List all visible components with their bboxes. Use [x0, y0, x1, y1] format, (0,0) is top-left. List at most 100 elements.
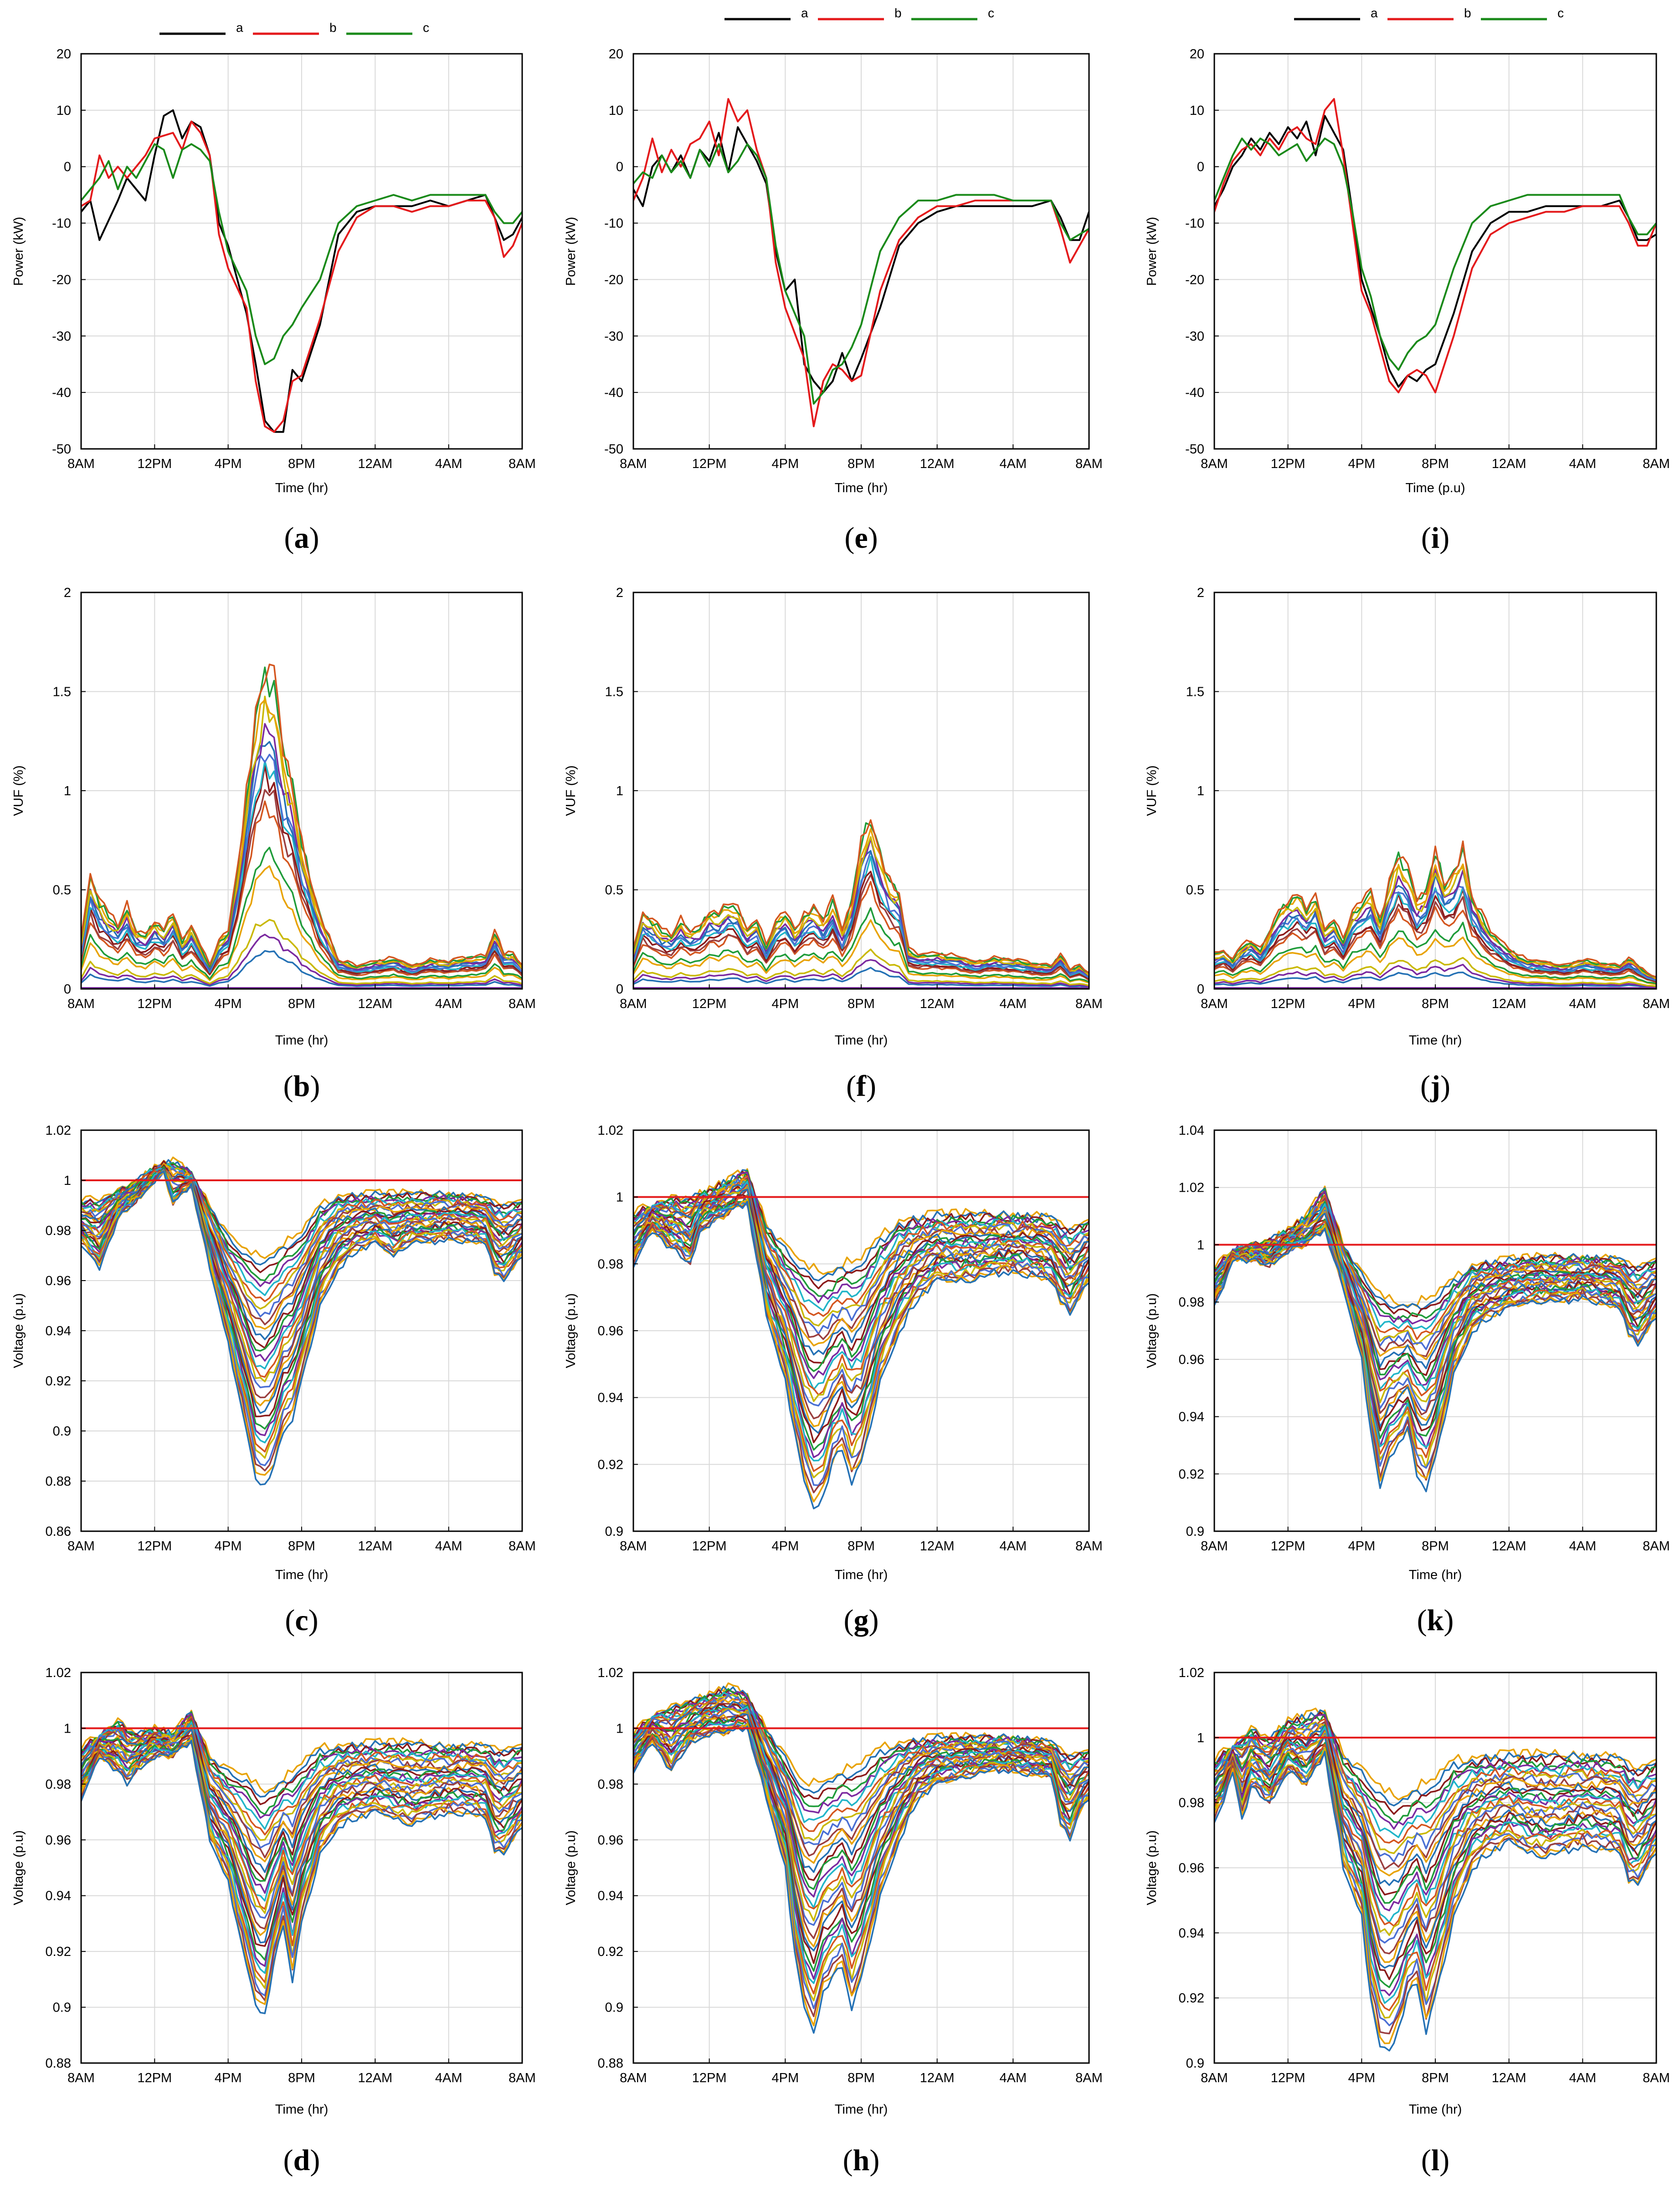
y-tick-label: -20 [52, 273, 71, 287]
y-tick-label: 0.9 [1186, 1524, 1204, 1539]
bus-voltage-line [633, 1719, 1089, 1980]
y-tick-label: 1.02 [46, 1123, 71, 1138]
caption-paren: ) [308, 1604, 319, 1637]
y-axis-label: Power (kW) [11, 217, 26, 286]
y-tick-label: 10 [609, 103, 623, 118]
y-tick-label: -10 [1185, 216, 1204, 231]
y-tick-label: 1 [616, 1721, 623, 1736]
bus-vuf-line [633, 855, 1089, 978]
x-tick-label: 8PM [848, 2071, 875, 2085]
y-tick-label: 0.96 [46, 1274, 71, 1288]
y-tick-label: -40 [1185, 386, 1204, 400]
x-tick-label: 12PM [137, 1539, 172, 1554]
y-tick-label: 0.5 [53, 883, 71, 898]
bus-voltage-line [81, 1726, 522, 1882]
y-tick-label: 1 [64, 1173, 71, 1188]
y-axis-label: Voltage (p.u) [1145, 1830, 1159, 1905]
y-tick-label: 0.92 [598, 1457, 623, 1472]
y-tick-label: 1.5 [53, 685, 71, 700]
y-tick-label: 0.92 [1179, 1467, 1204, 1482]
x-tick-label: 12PM [692, 2071, 727, 2085]
bus-vuf-line [633, 819, 1089, 974]
x-tick-label: 8PM [848, 997, 875, 1011]
caption-paren: ( [283, 2144, 293, 2177]
x-axis-label: Time (hr) [275, 1033, 329, 1048]
series-line-c [1214, 137, 1656, 371]
x-tick-label: 4PM [1348, 457, 1376, 471]
caption-paren: ) [868, 521, 878, 555]
y-tick-label: 0.96 [598, 1324, 623, 1338]
bus-vuf-line [81, 865, 522, 981]
y-axis-label: Voltage (p.u) [1145, 1293, 1159, 1368]
x-axis-label: Time (hr) [835, 1033, 888, 1048]
x-tick-label: 8AM [1075, 2071, 1103, 2085]
x-tick-label: 4AM [1569, 1539, 1597, 1554]
caption-paren: ( [1420, 1070, 1430, 1103]
x-tick-label: 4AM [1569, 2071, 1597, 2085]
y-tick-label: -30 [604, 329, 623, 344]
legend-label-a: a [236, 21, 243, 35]
y-tick-label: -50 [1185, 442, 1204, 457]
bus-vuf-line [81, 847, 522, 980]
x-tick-label: 8PM [848, 1539, 875, 1554]
x-tick-label: 8AM [620, 2071, 647, 2085]
bus-voltage-line [633, 1197, 1089, 1458]
y-tick-label: 0.92 [46, 1945, 71, 1959]
panel-caption: (h) [843, 2144, 880, 2177]
caption-paren: ( [1417, 1604, 1427, 1637]
bus-voltage-line [633, 1188, 1089, 1434]
x-tick-label: 8AM [620, 1539, 647, 1554]
x-tick-label: 8PM [288, 1539, 315, 1554]
bus-voltage-line [81, 1739, 522, 2014]
caption-paren: ( [846, 1070, 856, 1103]
y-tick-label: 1.5 [605, 685, 623, 700]
x-tick-label: 4AM [1000, 2071, 1027, 2085]
plot-area [633, 1682, 1089, 2034]
bus-voltage-line [1214, 1227, 1656, 1481]
y-tick-label: 1 [1197, 1731, 1204, 1745]
series-line-c [633, 143, 1089, 405]
bus-vuf-line [81, 919, 522, 985]
y-axis-label: Power (kW) [564, 217, 578, 286]
plot-area [1214, 98, 1656, 394]
legend-label-c: c [988, 6, 994, 20]
bus-voltage-line [81, 1166, 522, 1430]
caption-letter: l [1431, 2144, 1439, 2177]
caption-paren: ) [310, 2144, 320, 2177]
bus-vuf-line [1214, 906, 1656, 983]
bus-voltage-line [81, 1168, 522, 1436]
series-line-a [1214, 115, 1656, 388]
y-tick-label: 0.86 [46, 1524, 71, 1539]
x-tick-label: 12PM [137, 457, 172, 471]
y-tick-label: 0.9 [53, 2001, 71, 2015]
bus-voltage-line [1214, 1742, 1656, 1988]
y-tick-label: 0.9 [605, 2001, 623, 2015]
bus-vuf-line [81, 664, 522, 967]
bus-voltage-line [633, 1724, 1089, 2027]
x-tick-label: 12PM [692, 457, 727, 471]
bus-vuf-line [1214, 937, 1656, 985]
x-tick-label: 8PM [848, 457, 875, 471]
x-tick-label: 12AM [920, 1539, 955, 1554]
y-tick-label: 0 [64, 982, 71, 997]
x-tick-label: 4AM [1000, 457, 1027, 471]
caption-paren: ( [285, 1604, 295, 1637]
bus-voltage-line [1214, 1218, 1656, 1439]
y-tick-label: 0.88 [598, 2056, 623, 2071]
plot-area [81, 109, 522, 433]
legend-label-b: b [1464, 6, 1471, 20]
y-axis-label: VUF (%) [11, 765, 26, 816]
y-axis-label: VUF (%) [1145, 765, 1159, 816]
bus-vuf-line [1214, 921, 1656, 985]
bus-vuf-line [81, 765, 522, 975]
caption-letter: b [293, 1070, 310, 1103]
bus-vuf-line [633, 870, 1089, 979]
panel-caption: (k) [1417, 1604, 1454, 1637]
legend: a b c [724, 6, 994, 21]
x-tick-label: 12PM [1271, 997, 1305, 1011]
y-tick-label: -10 [52, 216, 71, 231]
